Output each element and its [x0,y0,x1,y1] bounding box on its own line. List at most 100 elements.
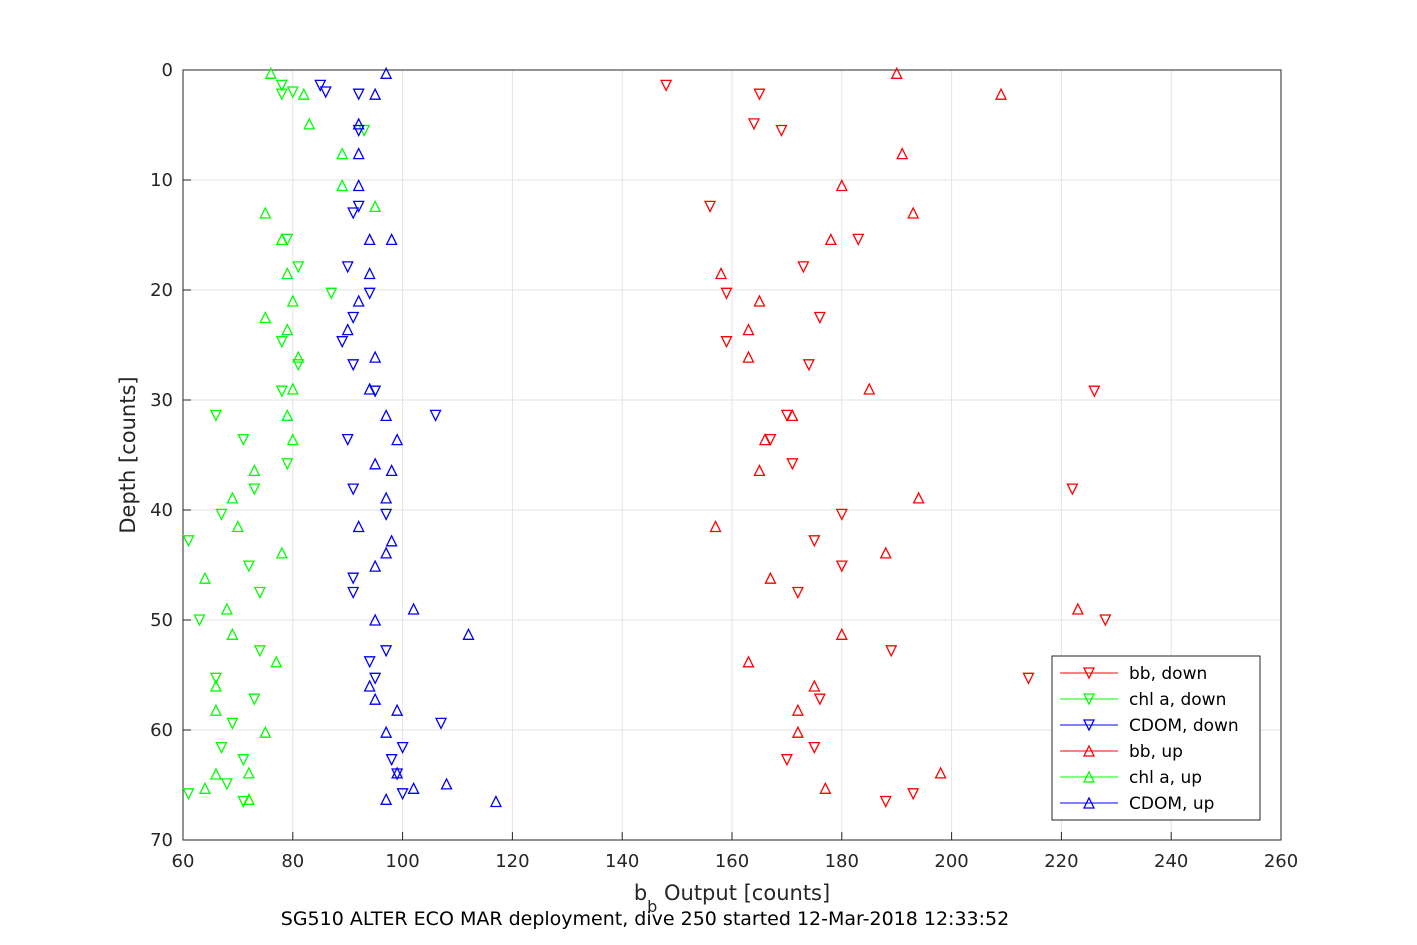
data-point [380,792,393,805]
data-point [890,66,903,79]
data-point [209,767,222,780]
data-point [341,323,354,336]
data-point [385,463,398,477]
legend-marker [1082,667,1096,680]
series-1 [182,79,371,808]
data-point [209,409,222,422]
data-point [1066,483,1079,496]
data-point [248,483,261,496]
data-point [802,359,815,372]
data-point [347,311,360,324]
data-point [879,795,892,808]
data-point [808,535,821,548]
data-point [742,323,755,336]
series-4 [198,66,382,805]
data-point [303,117,316,130]
data-point [369,672,382,685]
y-tick-label: 70 [150,830,173,851]
data-point [852,233,865,246]
data-point [835,508,848,521]
data-point [462,627,475,640]
data-point [363,232,376,246]
data-point [660,79,673,92]
x-tick-label: 160 [715,851,749,872]
data-point [791,725,804,738]
data-point [193,614,206,627]
data-point [835,627,848,640]
data-point [209,703,222,716]
data-point [292,261,305,274]
data-point [297,87,310,100]
data-point [347,572,360,585]
x-tick-label: 220 [1044,851,1078,872]
data-point [352,147,365,160]
data-point [369,457,382,470]
y-tick-label: 10 [150,170,173,191]
data-point [786,408,799,422]
data-point [808,741,821,755]
data-point [275,79,288,92]
data-point [1099,614,1112,627]
data-point [429,409,442,422]
data-point [363,656,376,669]
data-point [336,179,349,192]
data-marks [182,66,1112,808]
data-point [286,86,299,99]
data-point [720,287,733,300]
data-point [764,571,777,584]
data-point [369,692,382,705]
data-point [819,781,832,794]
data-point [325,287,338,300]
data-point [347,359,360,372]
data-point [363,267,376,280]
data-point [380,645,393,658]
data-point [907,788,920,801]
data-point [286,294,299,307]
x-axis-ticks: 60 80 100 120 140 160 180 200 220 240 260 [172,832,1298,872]
data-point [242,560,255,573]
data-point [791,586,804,599]
data-point [1088,385,1101,398]
data-point [352,200,365,213]
x-tick-label: 120 [495,851,529,872]
series-2 [314,79,448,801]
data-point [281,267,294,280]
legend-label: CDOM, down [1129,716,1239,736]
legend-label: chl a, down [1129,690,1226,710]
x-tick-label: 80 [281,851,304,872]
data-point [440,777,453,790]
y-tick-label: 40 [150,500,173,521]
data-point [352,124,365,137]
data-point [215,508,228,521]
data-point [720,336,733,349]
data-point [709,520,722,533]
y-tick-label: 0 [162,60,173,81]
data-point [753,294,766,307]
y-tick-label: 50 [150,610,173,631]
data-point [714,267,728,280]
x-tick-label: 200 [934,851,968,872]
data-point [780,754,793,767]
data-point [380,66,393,79]
legend-marker [1082,693,1096,706]
data-point [703,200,717,213]
legend-label: chl a, up [1129,768,1202,788]
data-point [226,627,239,640]
chart-caption: SG510 ALTER ECO MAR deployment, dive 250… [281,908,1009,930]
data-point [352,520,365,533]
data-point [380,491,393,504]
data-point [369,87,382,100]
data-point [786,458,799,471]
data-point [385,232,398,246]
data-point [319,86,332,99]
data-point [391,433,404,446]
legend-box [1051,655,1261,821]
data-point [275,336,288,349]
data-point [1071,602,1084,615]
data-point [835,179,848,192]
data-point [753,463,766,477]
data-point [286,382,299,395]
y-axis-label: Depth [counts] [116,376,140,533]
legend-marker [1082,796,1096,809]
